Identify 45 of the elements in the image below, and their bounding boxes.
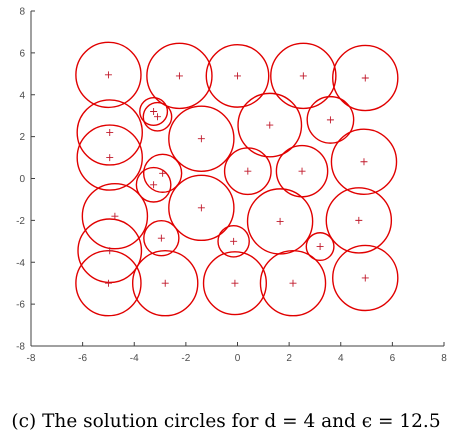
y-tick-label: 4: [19, 90, 26, 102]
x-tick-label: -8: [26, 353, 36, 364]
point: [104, 279, 112, 288]
point: [276, 217, 284, 226]
point: [299, 72, 308, 80]
x-tick-label: -2: [181, 353, 191, 364]
point: [197, 204, 206, 212]
point: [326, 116, 334, 124]
point: [234, 72, 242, 80]
y-tick-label: -6: [16, 300, 26, 311]
y-tick-label: 2: [19, 132, 26, 144]
point: [158, 169, 167, 178]
point: [298, 167, 306, 176]
point: [110, 212, 119, 220]
point: [104, 70, 112, 79]
point: [197, 134, 206, 143]
point: [106, 246, 114, 255]
point: [360, 158, 368, 166]
point: [361, 274, 370, 282]
point: [157, 234, 166, 242]
point: [175, 72, 184, 80]
x-tick-label: 4: [338, 353, 344, 364]
point: [106, 154, 114, 162]
x-tick-label: 2: [286, 353, 292, 364]
point: [289, 279, 297, 288]
y-tick-label: -2: [16, 216, 26, 227]
point: [361, 74, 370, 82]
x-tick-label: 0: [234, 353, 241, 364]
point: [106, 128, 114, 136]
y-tick-label: 0: [19, 174, 26, 185]
y-tick-label: -8: [16, 342, 26, 352]
point: [161, 279, 170, 288]
x-tick-label: 6: [390, 353, 396, 364]
y-tick-label: 8: [19, 6, 26, 18]
point: [244, 167, 252, 176]
x-tick-label: 8: [441, 353, 448, 364]
point: [354, 216, 363, 224]
point: [230, 279, 239, 288]
point: [266, 121, 274, 130]
y-tick-label: 6: [19, 48, 26, 60]
x-tick-label: -6: [78, 353, 88, 364]
y-tick-label: -4: [16, 258, 26, 269]
x-tick-label: -4: [130, 353, 140, 364]
text: (c) The solution circles for d = 4 and ϵ = 12.5: [11, 411, 441, 432]
point: [150, 180, 158, 189]
